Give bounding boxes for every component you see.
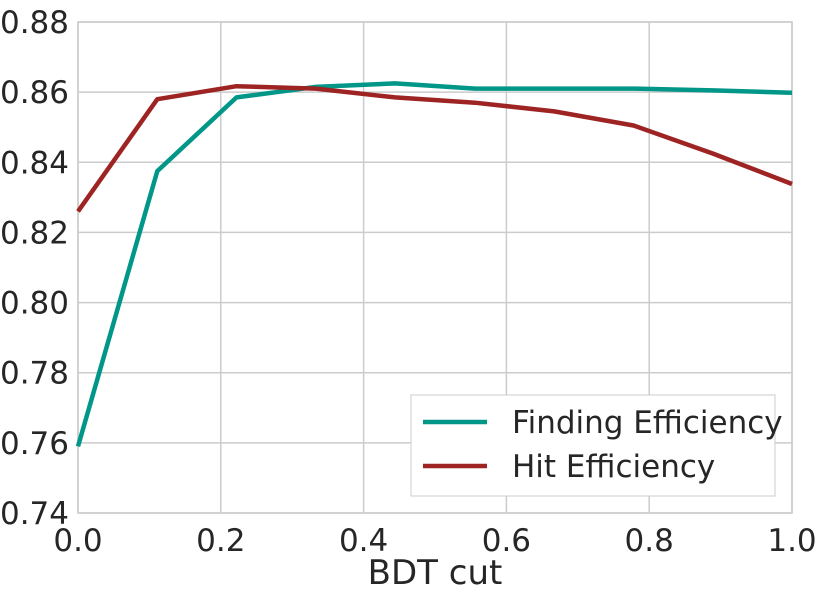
y-tick-label: 0.86 [0, 75, 69, 111]
x-axis-ticks: 0.0 0.2 0.4 0.6 0.8 1.0 [53, 523, 816, 559]
y-tick-label: 0.84 [0, 145, 69, 181]
x-tick-label: 0.2 [196, 523, 245, 559]
legend: Finding Efficiency Hit Efficiency [410, 394, 783, 497]
y-axis-ticks: 0.74 0.76 0.78 0.80 0.82 0.84 0.86 0.88 [0, 5, 69, 532]
x-axis-label: BDT cut [368, 553, 503, 593]
y-tick-label: 0.78 [0, 356, 69, 392]
legend-label-2: Hit Efficiency [512, 449, 715, 485]
series-line-1 [75, 81, 793, 448]
y-tick-label: 0.76 [0, 426, 69, 462]
plot-area [77, 21, 793, 514]
series-line-2 [76, 83, 793, 213]
x-tick-label: 0.8 [625, 523, 674, 559]
series-layer [75, 81, 793, 448]
x-tick-label: 0.6 [482, 523, 531, 559]
x-tick-label: 0.0 [53, 523, 102, 559]
legend-box [410, 394, 776, 497]
x-tick-label: 0.4 [339, 523, 388, 559]
x-tick-label: 1.0 [767, 523, 816, 559]
legend-label-1: Finding Efficiency [512, 405, 783, 441]
y-tick-label: 0.80 [0, 286, 69, 322]
y-tick-label: 0.82 [0, 215, 69, 251]
y-tick-label: 0.88 [0, 5, 69, 41]
y-tick-label: 0.74 [0, 496, 69, 532]
